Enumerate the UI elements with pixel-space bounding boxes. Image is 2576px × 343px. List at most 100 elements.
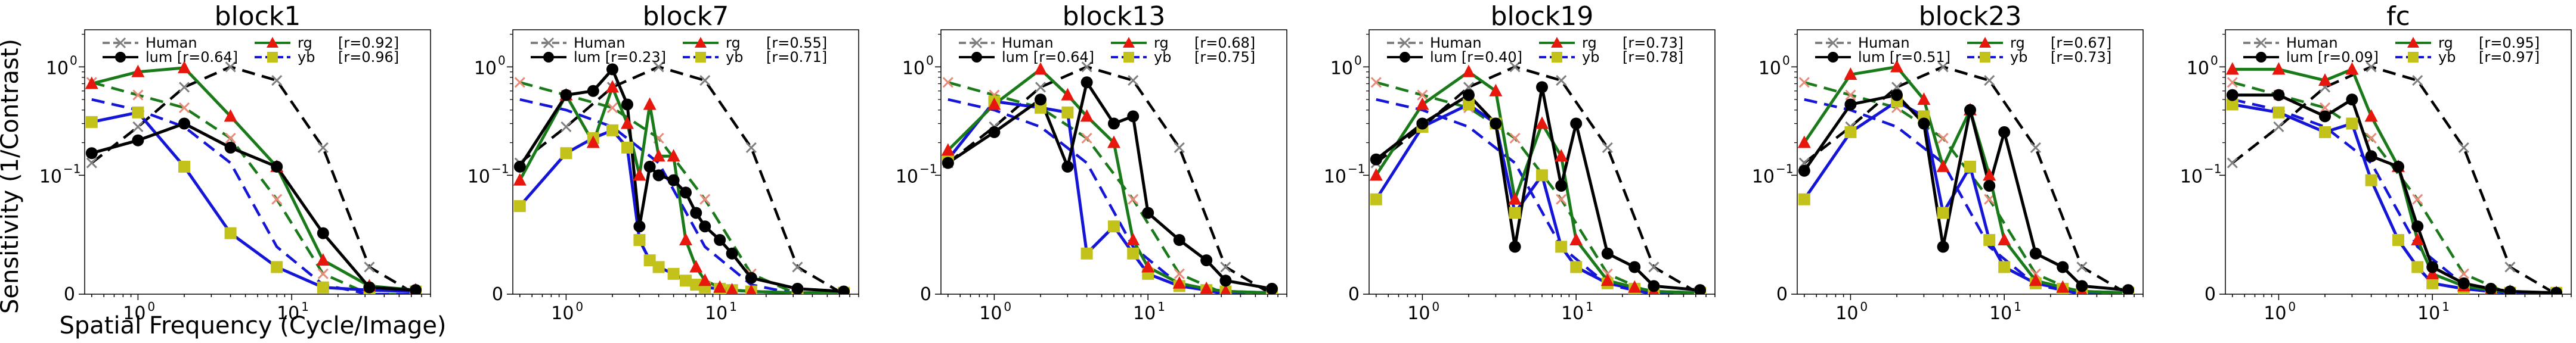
human-rg-point [2227, 77, 2238, 88]
series-lum-point [2457, 277, 2470, 289]
series-lum-point [2346, 93, 2358, 106]
plot-area [2225, 61, 2563, 294]
x-tick-label: 10 [1835, 303, 1858, 324]
series-lum-point [1964, 104, 1976, 116]
series-lum-point [1570, 117, 1583, 130]
series-lum-point [587, 85, 599, 97]
series-lum-point [726, 247, 738, 260]
legend-rg-label: rg [298, 35, 312, 51]
legend-lum-label: lum [r=0.40] [1430, 49, 1522, 66]
series-yb-point [2426, 277, 2439, 289]
series-yb-point [1463, 98, 1475, 111]
series-yb-point [606, 124, 619, 136]
human-rg-point [1417, 89, 1428, 101]
legend-yb-r: [r=0.96] [338, 49, 399, 66]
series-rg-point [643, 97, 657, 110]
legend-yb-label: yb [726, 49, 743, 66]
x-tick-exponent: 1 [1157, 300, 1165, 314]
y-tick-label: 10 [46, 58, 69, 79]
plot-area [1369, 61, 1707, 294]
legend-lum-marker [2256, 52, 2267, 63]
legend-lum-marker [1400, 52, 1410, 63]
series-lum-point [714, 233, 726, 246]
plot-area [941, 61, 1278, 294]
series-lum-point [85, 147, 98, 160]
series-rg-point [1844, 67, 1857, 80]
human-rg-point [1509, 132, 1521, 144]
legend-yb-r: [r=0.73] [2051, 49, 2111, 66]
human-rg-point [225, 132, 236, 144]
x-tick-label: 10 [551, 303, 574, 324]
legend-yb-marker [1123, 52, 1134, 63]
series-lum-point [2226, 89, 2238, 101]
y-tick-label: 0 [64, 284, 75, 305]
x-tick-exponent: 1 [729, 300, 737, 314]
human-lum-point [1937, 61, 1949, 73]
human-lum-point [1174, 142, 1185, 153]
series-rg-point [679, 232, 692, 245]
x-tick-exponent: 1 [301, 300, 309, 314]
x-tick-label: 10 [277, 303, 299, 324]
series-rg-point [1141, 260, 1155, 273]
legend-lum-marker [543, 52, 554, 63]
human-rg-curve [519, 81, 844, 294]
human-lum-point [2504, 261, 2516, 273]
series-lum-point [606, 63, 619, 76]
legend-lum-label: lum [r=0.51] [1858, 49, 1950, 66]
series-lum-point [838, 285, 850, 294]
legend-human-marker [2255, 37, 2267, 49]
series-rg-point [1555, 149, 1568, 162]
human-lum-point [1556, 75, 1567, 86]
legend-rg-label: rg [2438, 35, 2453, 51]
human-lum-point [2227, 157, 2238, 169]
series-lum-point [690, 207, 702, 219]
series-rg-point [131, 64, 145, 77]
y-tick-exponent: −1 [1348, 161, 1365, 176]
series-rg-point [1569, 232, 1583, 245]
series-lum-point [1891, 89, 1903, 101]
series-lum-point [2485, 282, 2497, 294]
human-lum-point [2273, 121, 2284, 133]
legend-human-label: Human [2286, 35, 2338, 51]
series-lum-point [1127, 110, 1140, 123]
series-lum-point [2272, 89, 2285, 101]
plot-area [85, 60, 422, 294]
y-tick-exponent: −1 [919, 161, 937, 176]
legend-human-label: Human [1002, 35, 1054, 51]
series-rg-point [1462, 64, 1476, 77]
series-rg-point [513, 173, 527, 186]
series-yb-point [85, 116, 98, 128]
plot-area [1797, 60, 2135, 294]
series-rg-point [1998, 232, 2011, 245]
series-lum-point [2122, 284, 2135, 294]
series-lum-point [2504, 285, 2516, 294]
series-yb-point [317, 281, 329, 294]
human-yb-curve [1376, 98, 1700, 294]
y-tick-label: 10 [902, 58, 925, 79]
human-yb-curve [91, 98, 416, 294]
series-rg-point [1061, 88, 1075, 101]
panel-title: block23 [1919, 1, 2022, 32]
human-lum-point [178, 82, 190, 93]
x-tick-exponent: 1 [2442, 300, 2450, 314]
series-lum-point [2411, 220, 2424, 233]
series-rg-point [1416, 97, 1429, 110]
human-rg-point [699, 194, 711, 205]
human-rg-point [132, 89, 144, 101]
human-rg-point [514, 77, 525, 88]
legend-yb-label: yb [1582, 49, 1599, 66]
x-tick-exponent: 1 [1586, 300, 1593, 314]
human-rg-point [2319, 102, 2331, 113]
series-rg-point [1535, 116, 1549, 129]
series-yb-point [1080, 247, 1093, 260]
panel-title: block1 [215, 1, 301, 32]
human-rg-point [2366, 132, 2377, 144]
human-lum-curve [2231, 66, 2558, 294]
y-tick-exponent: 0 [498, 53, 506, 67]
legend-yb-label: yb [2010, 49, 2027, 66]
y-tick-exponent: −1 [491, 161, 509, 176]
x-tick-label: 10 [123, 303, 145, 324]
series-rg-point [316, 253, 330, 266]
